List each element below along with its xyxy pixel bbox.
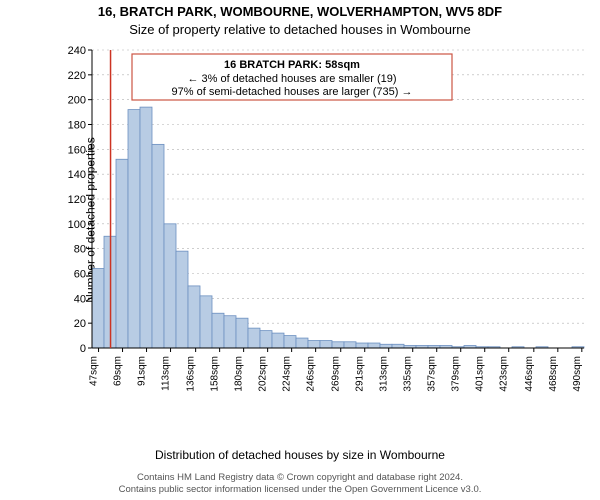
footer-line2: Contains public sector information licen… [0, 484, 600, 496]
x-axis-label: Distribution of detached houses by size … [0, 448, 600, 462]
svg-text:240: 240 [68, 45, 86, 57]
svg-text:160: 160 [68, 144, 86, 156]
svg-text:80: 80 [74, 244, 86, 256]
svg-text:200: 200 [68, 95, 86, 107]
svg-text:180: 180 [68, 120, 86, 132]
svg-text:246sqm: 246sqm [306, 356, 317, 392]
svg-text:69sqm: 69sqm [113, 356, 124, 386]
svg-text:47sqm: 47sqm [89, 356, 100, 386]
svg-text:490sqm: 490sqm [572, 356, 583, 392]
svg-text:0: 0 [80, 343, 86, 355]
svg-text:91sqm: 91sqm [137, 356, 148, 386]
svg-text:60: 60 [74, 269, 86, 281]
svg-text:269sqm: 269sqm [331, 356, 342, 392]
histogram-chart: 0 20 40 60 80 100 120 140 160 180 200 220 240 47sqm 69… [60, 44, 590, 404]
svg-text:446sqm: 446sqm [524, 356, 535, 392]
svg-text:313sqm: 313sqm [379, 356, 390, 392]
svg-text:97% of semi-detached houses ar: 97% of semi-detached houses are larger (… [172, 86, 413, 98]
svg-text:113sqm: 113sqm [161, 356, 172, 391]
svg-text:180sqm: 180sqm [234, 356, 245, 392]
svg-text:291sqm: 291sqm [355, 356, 366, 392]
svg-text:158sqm: 158sqm [210, 356, 221, 392]
svg-text:← 3% of detached houses are sm: ← 3% of detached houses are smaller (19) [187, 73, 396, 85]
svg-text:120: 120 [68, 194, 86, 206]
footer-attribution: Contains HM Land Registry data © Crown c… [0, 472, 600, 496]
svg-text:140: 140 [68, 169, 86, 181]
page-title-line2: Size of property relative to detached ho… [0, 22, 600, 37]
svg-text:423sqm: 423sqm [499, 356, 510, 392]
svg-text:468sqm: 468sqm [548, 356, 559, 392]
svg-text:136sqm: 136sqm [186, 356, 197, 392]
svg-text:401sqm: 401sqm [475, 356, 486, 392]
svg-text:40: 40 [74, 293, 86, 305]
svg-text:220: 220 [68, 70, 86, 82]
svg-text:16 BRATCH PARK: 58sqm: 16 BRATCH PARK: 58sqm [224, 59, 360, 71]
svg-text:224sqm: 224sqm [282, 356, 293, 392]
svg-text:202sqm: 202sqm [258, 356, 269, 392]
svg-text:20: 20 [74, 318, 86, 330]
svg-text:335sqm: 335sqm [403, 356, 414, 392]
footer-line1: Contains HM Land Registry data © Crown c… [0, 472, 600, 484]
svg-text:379sqm: 379sqm [451, 356, 462, 392]
svg-text:100: 100 [68, 219, 86, 231]
svg-text:357sqm: 357sqm [427, 356, 438, 392]
page-title-line1: 16, BRATCH PARK, WOMBOURNE, WOLVERHAMPTO… [0, 4, 600, 19]
